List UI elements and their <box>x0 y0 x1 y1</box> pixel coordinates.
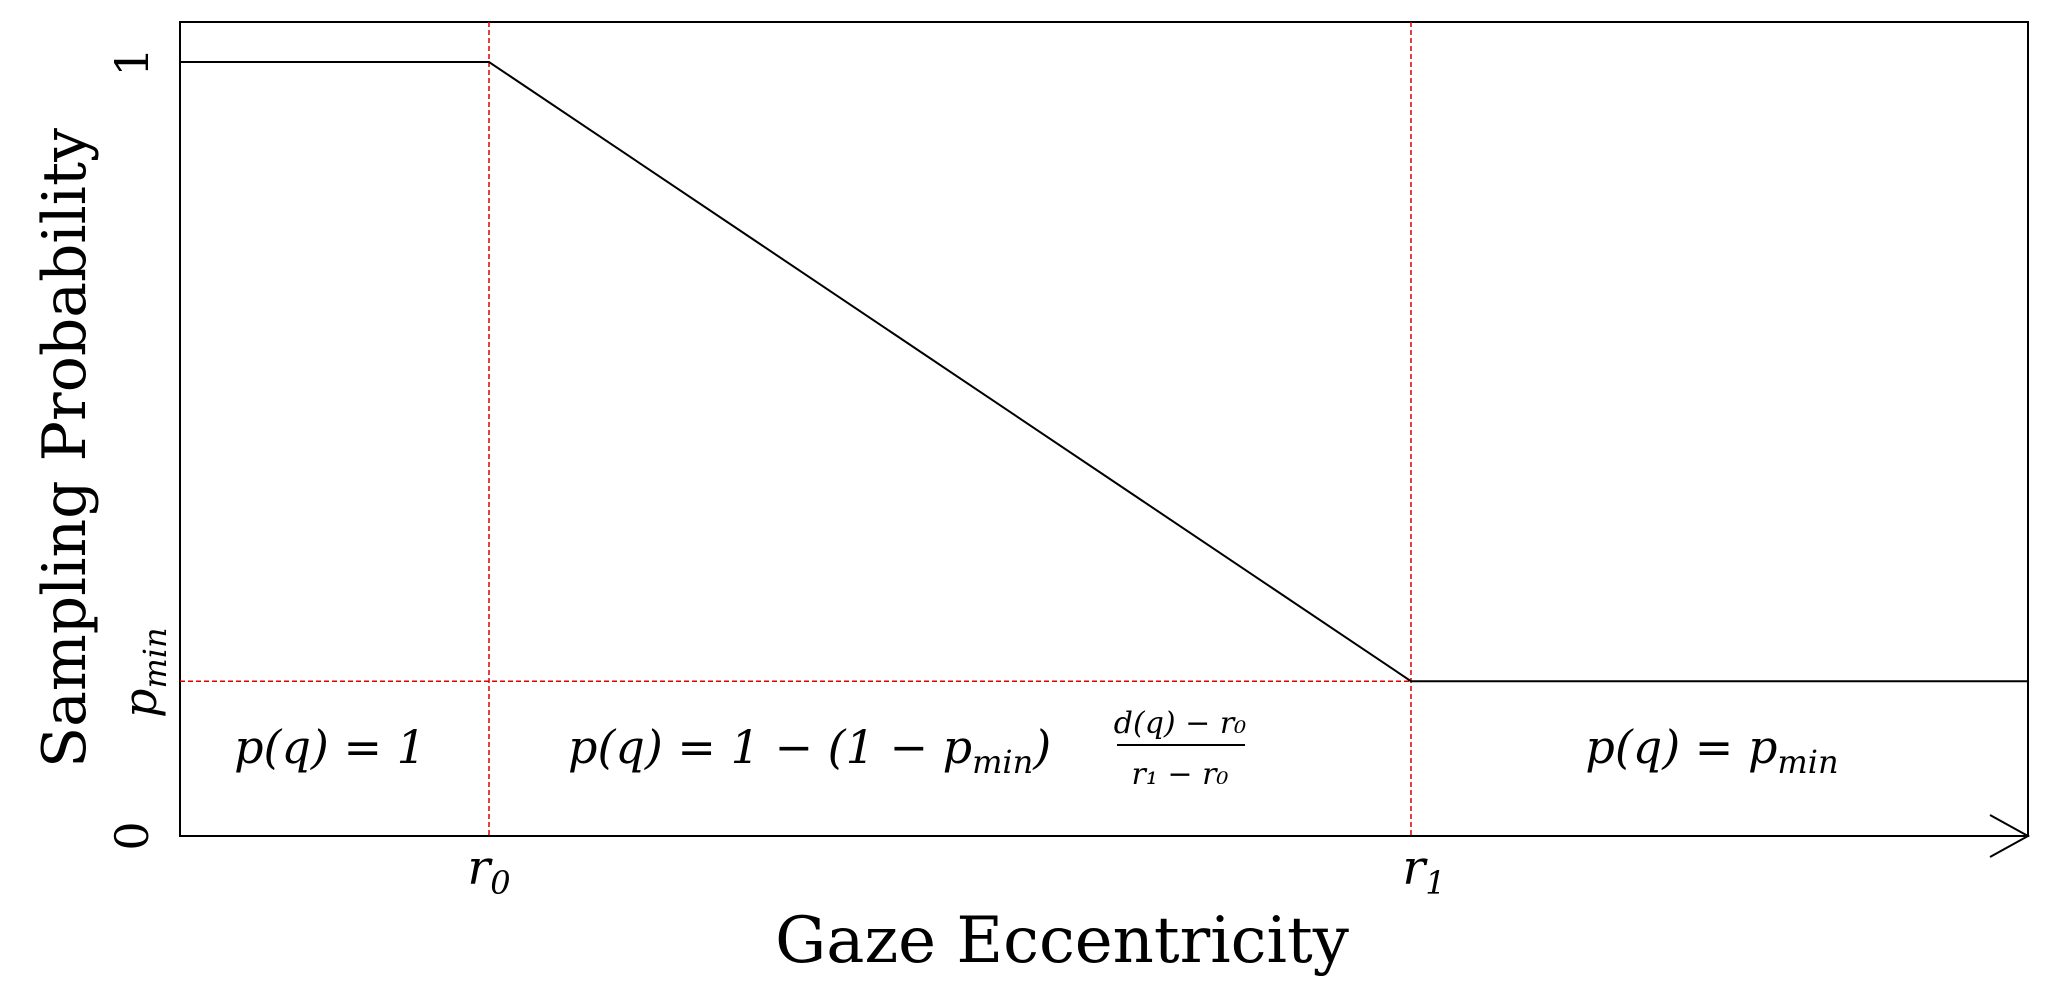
y-tick-0: 0 <box>105 821 159 850</box>
y-tick-pmin: pmin <box>113 627 174 718</box>
x-tick-r1: r1 <box>1402 840 1445 902</box>
region-label-middle: p(q) = 1 − (1 − pmin) d(q) − r₀ r₁ − r₀ <box>568 706 1246 792</box>
x-axis-arrowhead <box>1989 814 2031 858</box>
x-axis-label: Gaze Eccentricity <box>775 904 1349 978</box>
plot-frame <box>179 21 2029 837</box>
region-label-left: p(q) = 1 <box>234 720 426 774</box>
x-tick-r0: r0 <box>467 840 510 902</box>
fraction-denominator: r₁ − r₀ <box>1132 757 1229 792</box>
y-tick-1: 1 <box>105 47 159 76</box>
fraction-numerator: d(q) − r₀ <box>1114 706 1246 741</box>
svg-text:p(q) = 1 − (1 − pmin): p(q) = 1 − (1 − pmin) <box>568 720 1051 781</box>
y-axis-label: Sampling Probability <box>30 128 100 768</box>
probability-curve <box>180 61 2028 683</box>
region-label-right: p(q) = pmin <box>1585 720 1838 781</box>
